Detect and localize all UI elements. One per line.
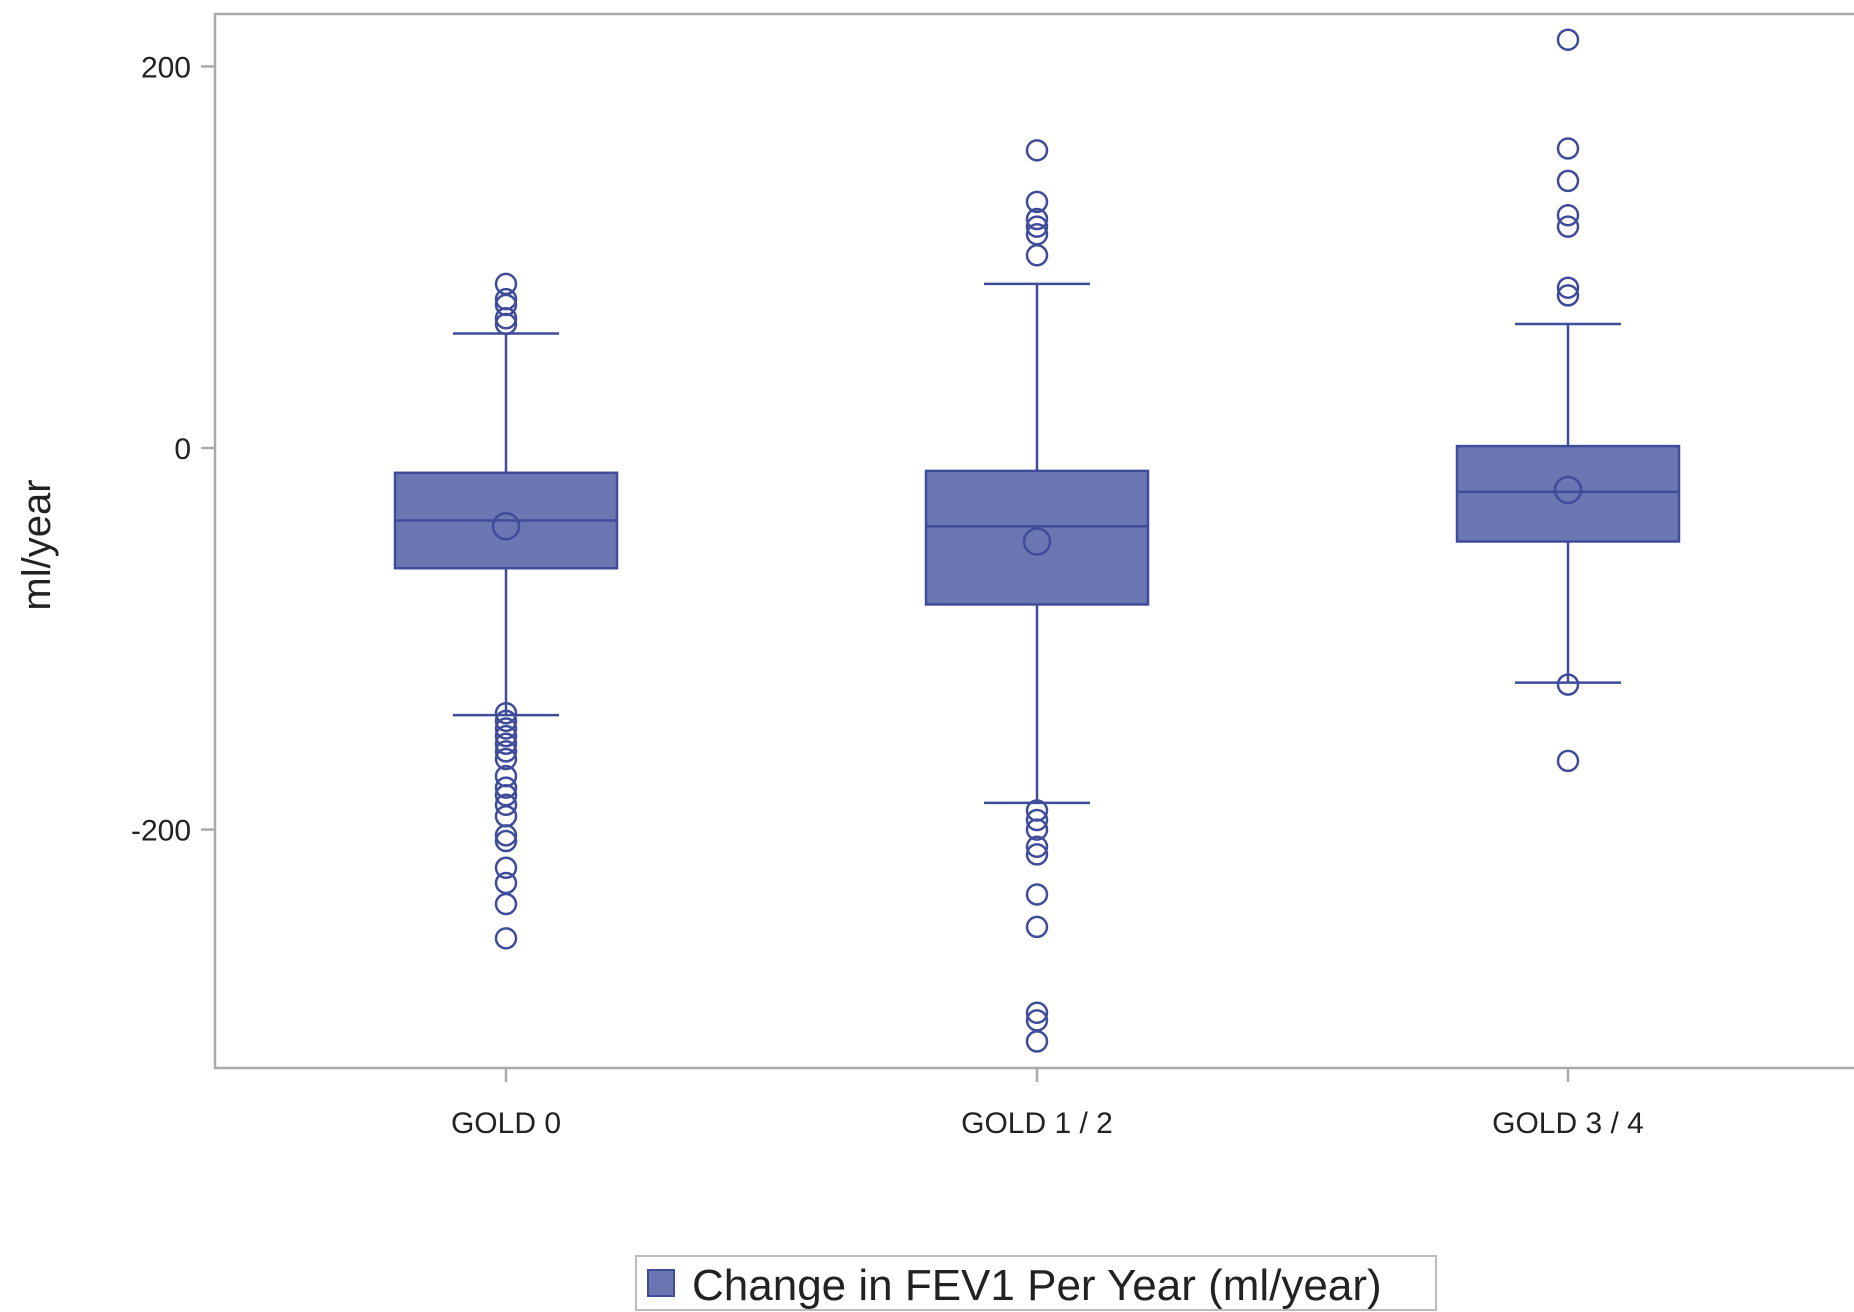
outlier-point [494,776,518,799]
outlier-point [494,732,518,755]
y-tick-label: 200 [141,51,191,84]
outlier-point [1556,673,1580,696]
box-1 [393,272,619,950]
x-tick-label: GOLD 1 / 2 [961,1107,1113,1140]
outlier-point [1556,749,1580,773]
outlier-point [1025,915,1049,939]
y-axis-title: ml/year [15,479,59,610]
outlier-point [1025,808,1049,832]
plot-frame [213,12,1854,1070]
outlier-point [1556,137,1580,160]
x-tick-label: GOLD 0 [451,1107,561,1140]
outlier-point [1025,835,1049,859]
outlier-point [494,740,518,763]
outlier-point [1025,1001,1049,1025]
legend-frame [635,1255,1437,1311]
outlier-point [494,724,518,748]
box-3 [1455,28,1681,773]
outlier-point [494,312,518,336]
legend-swatch [647,1269,675,1297]
y-tick-label: -200 [131,815,191,848]
outlier-point [494,804,518,828]
box-iqr [924,469,1150,606]
outlier-point [494,892,518,916]
outlier-point [1556,28,1580,51]
outlier-point [1556,169,1580,193]
outlier-point [1025,215,1049,238]
y-axis: 200 0 -200 [131,51,215,848]
outlier-point [494,747,518,771]
outlier-point [494,927,518,950]
outlier-point [494,824,518,847]
outlier-point [1556,276,1580,299]
outlier-point [494,856,518,880]
outlier-point [494,717,518,740]
x-tick-label: GOLD 3 / 4 [1492,1107,1644,1140]
outlier-point [494,871,518,895]
outlier-point [1025,139,1049,162]
outlier-point [494,307,518,330]
outlier-point [494,829,518,853]
outlier-point [494,793,518,817]
box-2 [924,139,1150,1053]
outlier-point [1556,284,1580,307]
outlier-point [1025,843,1049,866]
x-axis: GOLD 0 GOLD 1 / 2 GOLD 3 / 4 [451,1068,1644,1140]
mean-marker [1553,475,1583,505]
mean-marker [1022,527,1052,556]
outlier-point [1025,244,1049,267]
outlier-point [1556,203,1580,227]
outlier-point [1025,883,1049,906]
outlier-point [1025,207,1049,231]
outlier-point [1025,818,1049,841]
outlier-point [494,701,518,725]
outlier-point [1025,1030,1049,1053]
y-tick-label: 0 [174,433,191,466]
mean-marker [491,511,521,541]
legend: Change in FEV1 Per Year (ml/year) [635,1255,1437,1311]
outlier-point [494,709,518,733]
box-iqr [1455,444,1681,543]
plot-frame-line [213,12,1854,1070]
boxes [393,28,1681,1053]
outlier-point [1025,190,1049,214]
legend-label: Change in FEV1 Per Year (ml/year) [692,1261,1382,1310]
outlier-point [1556,215,1580,238]
